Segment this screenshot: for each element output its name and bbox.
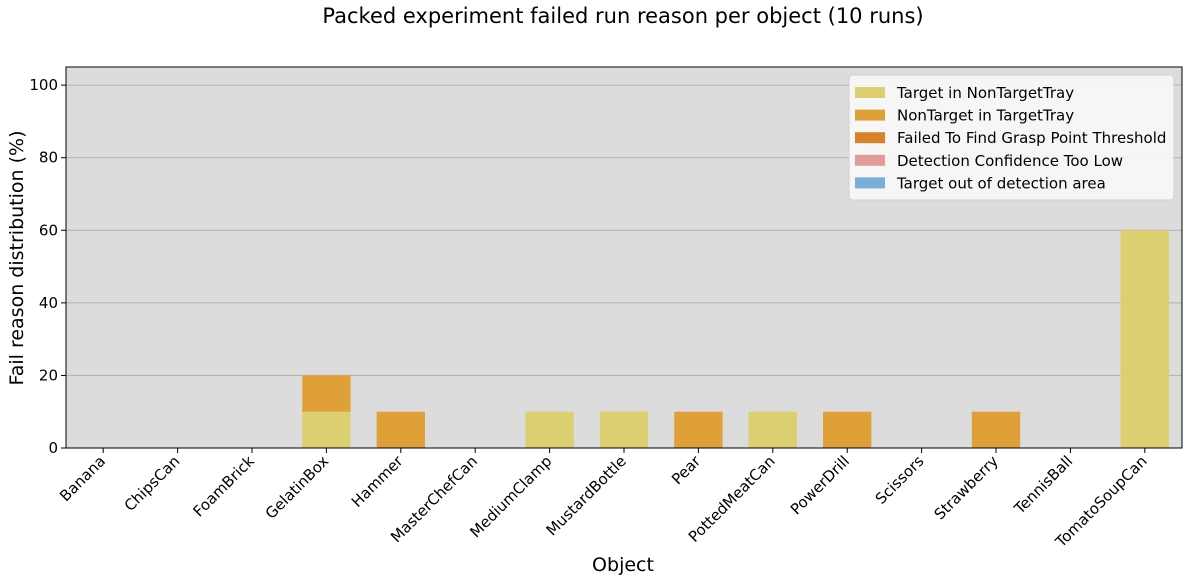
bar-segment: [1120, 230, 1169, 448]
y-tick-label: 100: [29, 76, 58, 94]
x-tick-label: Pear: [668, 452, 705, 489]
bar-segment: [674, 411, 723, 448]
bar-segment: [302, 375, 351, 412]
y-tick-label: 20: [39, 366, 58, 384]
x-tick-label: MustardBottle: [543, 452, 630, 539]
plot-frame: [65, 66, 1183, 449]
bar-segment: [525, 411, 574, 448]
x-tick-label: FoamBrick: [189, 452, 258, 521]
x-tick-label: TennisBall: [1010, 452, 1076, 518]
legend-label: Detection Confidence Too Low: [897, 152, 1123, 170]
bar-segment: [971, 411, 1021, 448]
y-tick-label: 60: [39, 221, 58, 239]
legend-swatch: [855, 132, 885, 144]
y-tick-label: 40: [39, 294, 58, 312]
chart-title: Packed experiment failed run reason per …: [322, 4, 923, 28]
x-tick-label: Banana: [56, 452, 109, 505]
x-tick-label: PowerDrill: [787, 452, 853, 518]
x-tick-label: GelatinBox: [262, 452, 333, 523]
legend-label: NonTarget in TargetTray: [897, 107, 1074, 125]
legend-swatch: [855, 177, 885, 189]
bar-segment: [748, 411, 797, 448]
bar-segment: [599, 411, 649, 448]
legend: Target in NonTargetTray NonTarget in Targ…: [848, 74, 1175, 201]
y-tick-label: 80: [39, 149, 58, 167]
x-axis-label: Object: [592, 554, 654, 576]
x-tick-label: Hammer: [348, 452, 407, 511]
bar-segment: [823, 411, 872, 448]
bar-segment: [376, 411, 425, 448]
legend-swatch: [855, 109, 885, 121]
bar-segment: [302, 411, 351, 448]
legend-label: Target out of detection area: [896, 174, 1106, 192]
legend-label: Failed To Find Grasp Point Threshold: [897, 129, 1166, 147]
legend-swatch: [855, 87, 885, 98]
y-axis-label: Fail reason distribution (%): [6, 131, 28, 386]
legend-swatch: [855, 154, 885, 166]
y-tick-label: 0: [48, 439, 58, 457]
x-tick-label: Scissors: [872, 452, 928, 508]
x-tick-label: ChipsCan: [121, 452, 184, 515]
legend-box: [848, 74, 1175, 201]
legend-label: Target in NonTargetTray: [896, 84, 1074, 102]
x-tick-label: Strawberry: [931, 452, 1002, 523]
